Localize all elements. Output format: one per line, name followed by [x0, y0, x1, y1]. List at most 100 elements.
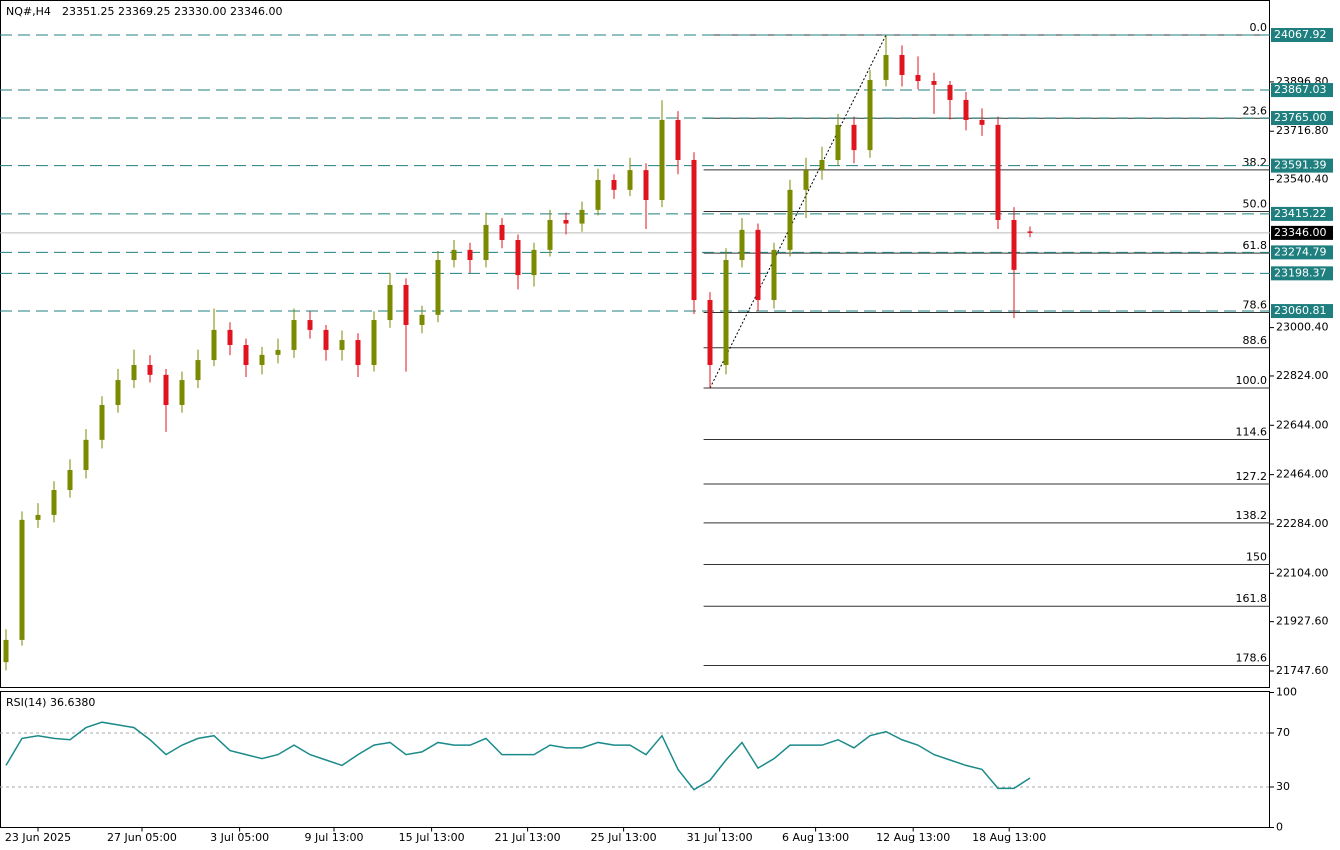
- price-tag: [1271, 27, 1333, 42]
- candle-body: [595, 179, 601, 210]
- fib-label: 127.2: [1236, 470, 1268, 483]
- fib-label: 161.8: [1236, 592, 1268, 605]
- candle-body: [819, 159, 825, 171]
- x-tick-label: 18 Aug 13:00: [972, 831, 1046, 844]
- candle-body: [371, 320, 377, 365]
- candle-body: [307, 320, 313, 330]
- candle-body: [419, 314, 425, 325]
- y-tick-label: 22464.00: [1276, 468, 1329, 481]
- fib-label: 61.8: [1243, 239, 1268, 252]
- y-tick-label: 21927.60: [1276, 615, 1329, 628]
- candle-body: [547, 219, 553, 250]
- price-panel: [0, 0, 1270, 688]
- fib-label: 38.2: [1243, 156, 1268, 169]
- candle-body: [451, 249, 457, 261]
- y-tick-label: 23716.80: [1276, 124, 1329, 137]
- price-tag: [1271, 245, 1333, 260]
- candle-body: [931, 81, 937, 85]
- fib-label: 0.0: [1250, 21, 1268, 34]
- y-tick-label: 22104.00: [1276, 566, 1329, 579]
- price-tag: [1271, 158, 1333, 173]
- candle-body: [947, 84, 953, 100]
- candle-body: [227, 329, 233, 345]
- rsi-tick-label: 100: [1276, 686, 1297, 699]
- candle-body: [355, 340, 361, 365]
- x-tick-label: 23 Jun 2025: [5, 831, 71, 844]
- candle-body: [915, 74, 921, 82]
- candle-body: [323, 329, 329, 350]
- fib-label: 114.6: [1236, 426, 1268, 439]
- candle-body: [787, 189, 793, 250]
- price-tag-label: 23765.00: [1274, 111, 1327, 124]
- candle-body: [851, 124, 857, 151]
- candle-body: [467, 249, 473, 261]
- x-tick-label: 31 Jul 13:00: [687, 831, 753, 844]
- candle-body: [483, 224, 489, 261]
- candle-body: [3, 639, 9, 663]
- candle-body: [83, 439, 89, 470]
- x-tick-label: 21 Jul 13:00: [495, 831, 561, 844]
- candle-body: [659, 119, 665, 200]
- candle-body: [195, 360, 201, 381]
- price-tag: [1271, 206, 1333, 221]
- x-tick-label: 15 Jul 13:00: [399, 831, 465, 844]
- fib-label: 50.0: [1243, 198, 1268, 211]
- fib-label: 23.6: [1243, 104, 1268, 117]
- candle-body: [499, 224, 505, 241]
- candle-body: [563, 219, 569, 224]
- fib-label: 78.6: [1243, 298, 1268, 311]
- price-tag-label: 23591.39: [1274, 159, 1327, 172]
- price-tag: [1271, 111, 1333, 126]
- price-tag-label: 23274.79: [1274, 245, 1327, 258]
- price-tag-label: 24067.92: [1274, 28, 1327, 41]
- fib-label: 138.2: [1236, 509, 1268, 522]
- candle-body: [163, 374, 169, 406]
- price-tag: [1271, 83, 1333, 98]
- candle-body: [115, 380, 121, 406]
- y-tick-label: 21747.60: [1276, 664, 1329, 677]
- candle-body: [579, 209, 585, 224]
- rsi-tick-label: 70: [1276, 726, 1290, 739]
- price-tag-label: 23060.81: [1274, 304, 1327, 317]
- candle-body: [51, 489, 57, 515]
- candle-body: [19, 519, 25, 640]
- candle-body: [627, 170, 633, 190]
- candle-body: [803, 170, 809, 190]
- fib-label: 88.6: [1243, 334, 1268, 347]
- candle-body: [723, 260, 729, 365]
- price-tag-label: 23867.03: [1274, 83, 1327, 96]
- candle-body: [403, 284, 409, 325]
- candle-body: [259, 354, 265, 365]
- candle-body: [35, 514, 41, 520]
- candle-body: [867, 79, 873, 151]
- price-tag: [1271, 304, 1333, 319]
- y-tick-label: 23540.40: [1276, 173, 1329, 186]
- candle-body: [291, 320, 297, 350]
- y-tick-label: 23000.40: [1276, 321, 1329, 334]
- high: 23369.25: [118, 5, 171, 18]
- rsi-tick-label: 30: [1276, 780, 1290, 793]
- candle-body: [643, 170, 649, 200]
- y-tick-label: 22284.00: [1276, 517, 1329, 530]
- candle-body: [691, 159, 697, 301]
- open: 23351.25: [62, 5, 115, 18]
- candle-body: [131, 364, 137, 381]
- candle-body: [899, 54, 905, 75]
- x-tick-label: 12 Aug 13:00: [876, 831, 950, 844]
- candle-body: [835, 124, 841, 160]
- fib-label: 150: [1246, 551, 1267, 564]
- header: NQ#,H4 23351.25 23369.25 23330.00 23346.…: [6, 5, 283, 18]
- candle-body: [275, 349, 281, 355]
- candle-body: [1011, 219, 1017, 270]
- candle-body: [755, 229, 761, 301]
- rsi-label: RSI(14) 36.6380: [6, 696, 95, 709]
- x-tick-label: 3 Jul 05:00: [210, 831, 269, 844]
- fib-label: 100.0: [1236, 374, 1268, 387]
- candle-body: [1027, 231, 1033, 233]
- low: 23330.00: [174, 5, 227, 18]
- rsi-tick-label: 0: [1276, 821, 1283, 834]
- candle-body: [243, 344, 249, 365]
- candle-body: [675, 119, 681, 160]
- candle-body: [979, 119, 985, 125]
